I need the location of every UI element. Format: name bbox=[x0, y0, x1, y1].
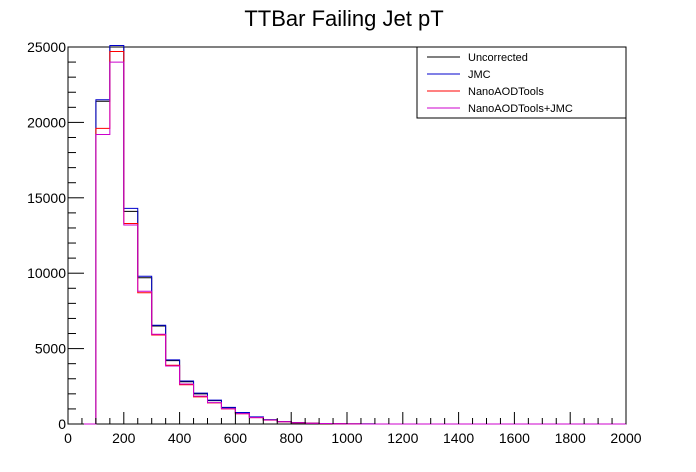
legend-box bbox=[416, 46, 627, 119]
x-tick-label: 200 bbox=[112, 430, 136, 446]
y-tick-label: 20000 bbox=[27, 114, 66, 130]
y-axis: 0 5000 10000 15000 20000 25000 bbox=[27, 39, 84, 432]
x-axis: 0 200 400 600 800 1000 1200 1400 1600 1800 2000 bbox=[64, 412, 642, 446]
legend-label-1: JMC bbox=[468, 69, 491, 81]
y-tick-label: 5000 bbox=[35, 341, 66, 357]
chart-title: TTBar Failing Jet pT bbox=[244, 6, 443, 31]
x-tick-label: 1000 bbox=[331, 430, 362, 446]
y-tick-label: 25000 bbox=[27, 39, 66, 55]
x-tick-label: 1200 bbox=[387, 430, 418, 446]
x-tick-label: 400 bbox=[168, 430, 192, 446]
x-tick-label: 1800 bbox=[555, 430, 586, 446]
legend-label-3: NanoAODTools+JMC bbox=[468, 103, 573, 115]
x-tick-label: 1600 bbox=[499, 430, 530, 446]
y-tick-label: 15000 bbox=[27, 190, 66, 206]
x-tick-label: 600 bbox=[224, 430, 248, 446]
x-tick-label: 2000 bbox=[610, 430, 641, 446]
y-tick-label: 10000 bbox=[27, 265, 66, 281]
plot-area: 0 200 400 600 800 1000 1200 1400 1600 1800 2000 0 5… bbox=[27, 39, 642, 446]
legend-entries: Uncorrected JMC NanoAODTools NanoAODTools+J… bbox=[427, 52, 573, 115]
legend: Uncorrected JMC NanoAODTools NanoAODTools+J… bbox=[416, 46, 627, 119]
legend-label-0: Uncorrected bbox=[468, 52, 528, 64]
x-tick-label: 0 bbox=[64, 430, 72, 446]
x-tick-label: 800 bbox=[280, 430, 304, 446]
x-tick-label: 1400 bbox=[443, 430, 474, 446]
y-tick-label: 0 bbox=[58, 416, 66, 432]
legend-label-2: NanoAODTools bbox=[468, 86, 544, 98]
